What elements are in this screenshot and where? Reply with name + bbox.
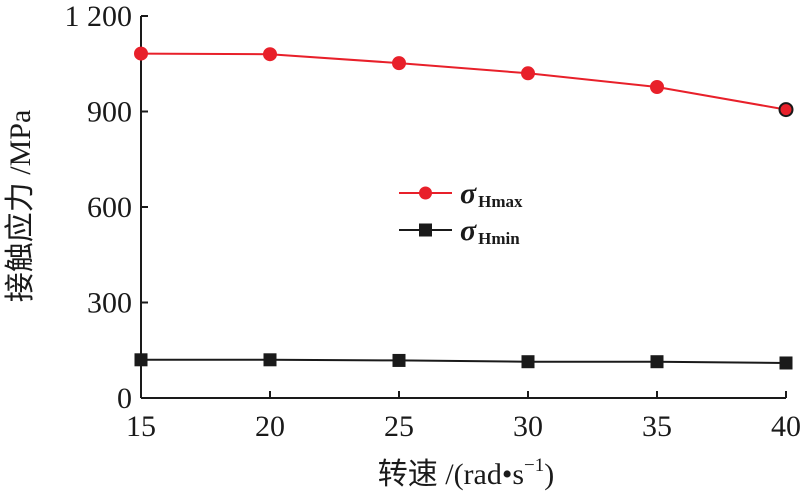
data-point-hmax — [521, 66, 535, 81]
y-tick-label: 300 — [87, 287, 132, 320]
y-axis-title: 接触应力 /MPa — [4, 110, 37, 303]
x-tick-label: 40 — [771, 410, 801, 443]
legend-label-hmax: σ Hmax — [460, 177, 523, 211]
x-tick-label: 30 — [513, 410, 543, 443]
x-tick-label: 15 — [126, 410, 156, 443]
series-line-hmin — [141, 358, 787, 364]
series-layer — [134, 46, 794, 370]
y-tick-label: 900 — [87, 96, 132, 129]
series-line-hmax — [140, 52, 787, 111]
data-point-hmin — [134, 353, 148, 367]
data-point-hmin — [263, 353, 277, 367]
x-axis-title: 转速 /(rad•s−1) — [378, 455, 555, 491]
x-tick-label: 25 — [384, 410, 414, 443]
y-tick-label: 0 — [117, 382, 132, 415]
x-axis-title-tail: ) — [544, 458, 554, 491]
x-axis-title-main: 转速 /(rad•s — [378, 458, 524, 491]
legend-marker-hmax — [419, 186, 432, 200]
legend-label-hmin: σ Hmin — [460, 214, 520, 248]
data-point-hmax — [778, 102, 794, 118]
data-point-hmax — [134, 46, 148, 61]
data-point-hmin — [521, 355, 535, 369]
y-tick-label: 1 200 — [65, 0, 133, 33]
data-point-hmax — [392, 56, 406, 71]
x-tick-label: 20 — [255, 410, 285, 443]
y-tick-label: 600 — [87, 191, 132, 224]
data-point-hmin — [650, 355, 664, 369]
data-point-hmax — [650, 79, 664, 94]
legend-marker-hmin — [419, 223, 432, 237]
x-tick-label: 35 — [642, 410, 672, 443]
data-point-hmin — [779, 356, 793, 370]
ticks: 15 20 25 30 35 40 0 300 600 900 1 200 — [65, 0, 802, 443]
data-point-hmax — [263, 47, 277, 62]
x-axis-title-sup: −1 — [524, 455, 544, 476]
data-point-hmin — [392, 353, 406, 367]
